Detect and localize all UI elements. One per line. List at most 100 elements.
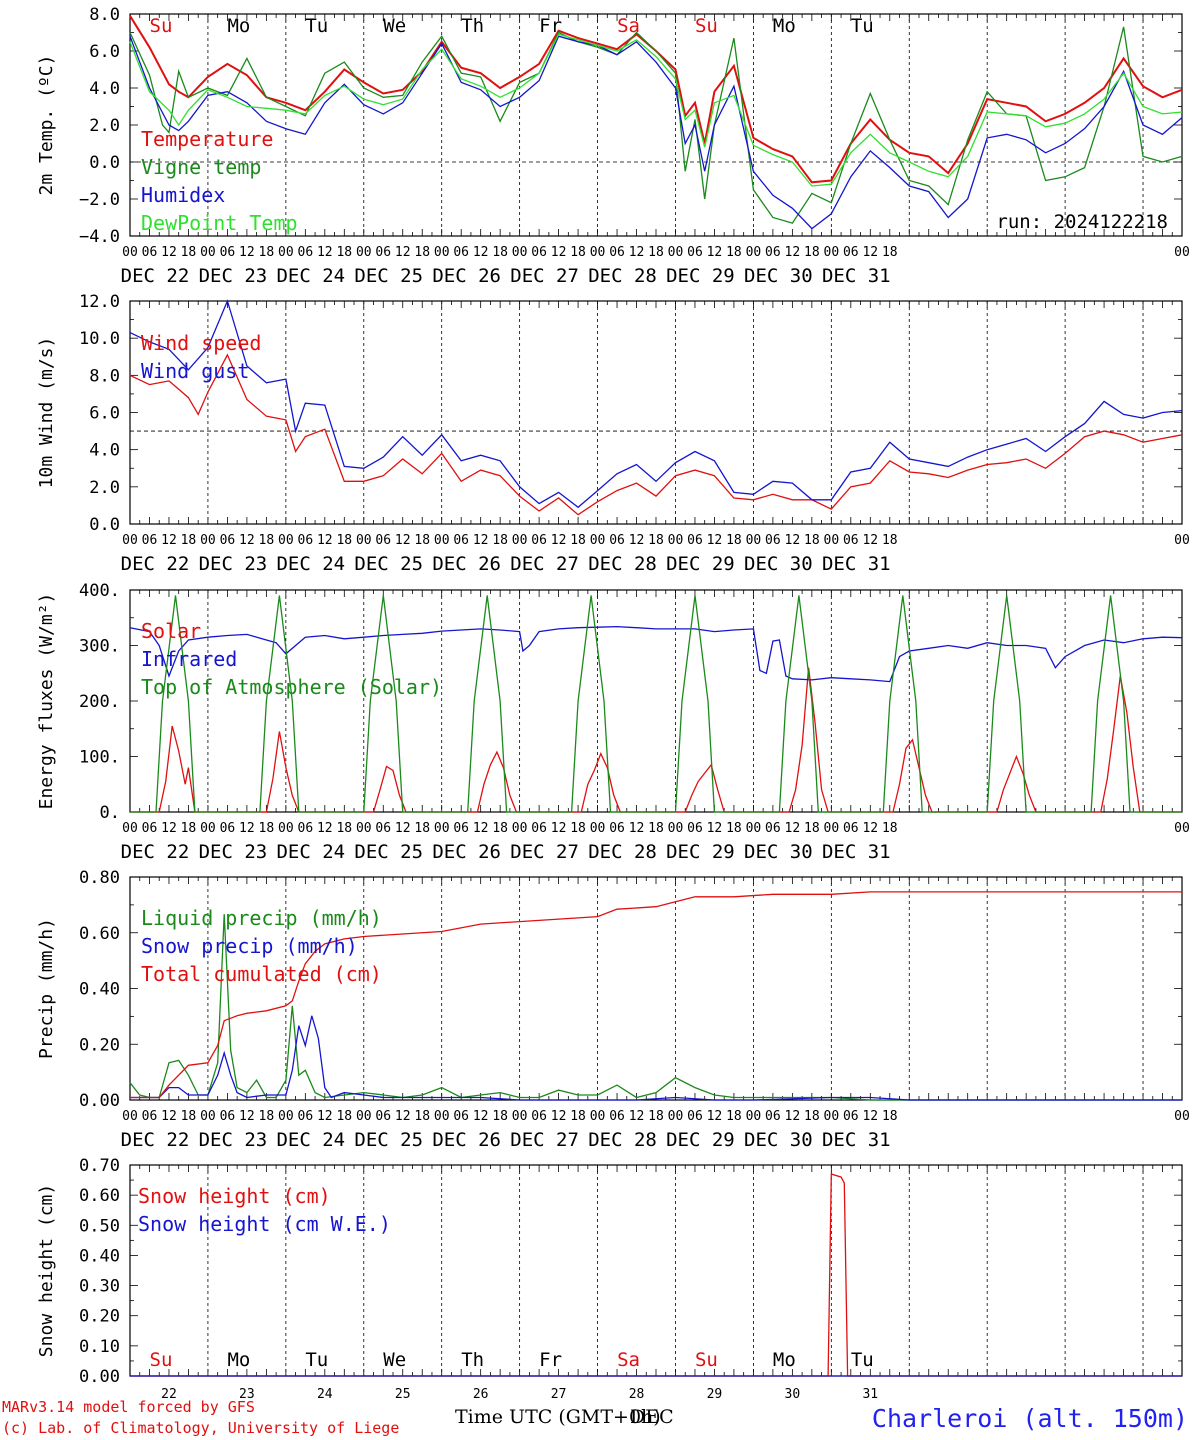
hour-tick-label: 06 <box>298 245 314 260</box>
hour-tick-label: 12 <box>707 533 723 548</box>
y-tick-label: 0.00 <box>79 1367 120 1387</box>
date-label: DEC 25 <box>354 1129 423 1151</box>
hour-tick-label: 06 <box>375 1109 391 1124</box>
hour-tick-label: 00 <box>824 821 840 836</box>
legend-entry: Liquid precip (mm/h) <box>141 906 382 930</box>
hour-tick-label: 00 <box>512 1109 528 1124</box>
date-label: DEC 27 <box>510 553 579 575</box>
hour-tick-label: 00 <box>590 245 606 260</box>
weekday-top: Th <box>461 15 484 37</box>
panel-frame <box>129 13 1183 237</box>
hour-tick-label: 18 <box>259 533 275 548</box>
hour-tick-label: 06 <box>298 821 314 836</box>
legend-entry: Snow precip (mm/h) <box>141 934 358 958</box>
date-label: DEC 31 <box>822 841 891 863</box>
y-tick-label: 8.0 <box>89 366 120 386</box>
weekday-top: Tu <box>305 15 328 37</box>
y-tick-label: 200. <box>79 692 120 712</box>
date-label: DEC 24 <box>276 1129 345 1151</box>
hour-tick-label: 06 <box>453 245 469 260</box>
hour-tick-label: 12 <box>551 1109 567 1124</box>
panel-frame <box>129 300 1183 525</box>
hour-tick-label: 00 <box>590 1109 606 1124</box>
hour-tick-label: 18 <box>259 821 275 836</box>
series-total-cumulated-cm- <box>130 891 1182 1099</box>
y-tick-label: 0.0 <box>89 515 120 535</box>
hour-tick-label: 06 <box>609 533 625 548</box>
panel-5: 0.70 0.60 0.50 0.40 0.30 0.20 0.10 0.00 Snow hei… <box>36 1156 1183 1387</box>
date-label: DEC 28 <box>588 1129 657 1151</box>
hour-tick-label: 18 <box>336 533 352 548</box>
weekday-bottom: Mo <box>773 1349 796 1371</box>
hour-tick-label: 00 <box>122 533 138 548</box>
weekday-bottom: Su <box>695 1349 718 1371</box>
y-tick-label: −2.0 <box>79 190 120 210</box>
hour-tick-label: 00 <box>278 821 294 836</box>
date-label: DEC 31 <box>822 553 891 575</box>
date-label: DEC 23 <box>199 553 268 575</box>
hour-tick-label: 00 <box>746 821 762 836</box>
hour-tick-label: 18 <box>726 1109 742 1124</box>
y-axis-label: 10m Wind (m/s) <box>36 337 57 489</box>
legend-entry: Total cumulated (cm) <box>141 962 382 986</box>
hour-tick-label: 00 <box>356 533 372 548</box>
weekday-top: We <box>383 15 406 37</box>
date-label: DEC 22 <box>121 265 190 287</box>
hour-tick-label: 12 <box>629 821 645 836</box>
panel-1: 8.06.04.02.00.0−2.0−4.02m Temp. (ºC)00 06… <box>36 5 1190 287</box>
hour-tick-label: 12 <box>629 1109 645 1124</box>
weekday-bottom: Su <box>150 1349 173 1371</box>
y-tick-label: 2.0 <box>89 116 120 136</box>
hour-tick-label: 12 <box>785 1109 801 1124</box>
y-tick-label: 0.40 <box>79 1246 120 1266</box>
date-label: DEC 25 <box>354 553 423 575</box>
hour-tick-label: 18 <box>414 821 430 836</box>
model-credit: MARv3.14 model forced by GFS <box>2 1398 255 1416</box>
hour-tick-label: 18 <box>804 245 820 260</box>
date-label: DEC 22 <box>121 553 190 575</box>
hour-tick-label: 06 <box>453 1109 469 1124</box>
hour-tick-label: 18 <box>804 821 820 836</box>
series-snow-precip-mm-h- <box>130 1015 1182 1101</box>
hour-tick-label: 00 <box>1174 821 1190 836</box>
hour-tick-label: 00 <box>434 821 450 836</box>
date-label: DEC 22 <box>121 841 190 863</box>
hour-tick-label: 18 <box>181 245 197 260</box>
weekday-top: Tu <box>851 15 874 37</box>
weekday-bottom: Th <box>461 1349 484 1371</box>
hour-tick-label: 18 <box>259 245 275 260</box>
day-number: 26 <box>473 1387 489 1402</box>
hour-tick-label: 00 <box>512 245 528 260</box>
hour-tick-label: 12 <box>317 1109 333 1124</box>
hour-tick-label: 18 <box>414 533 430 548</box>
day-number: 30 <box>785 1387 801 1402</box>
hour-tick-label: 12 <box>395 1109 411 1124</box>
hour-tick-label: 00 <box>668 821 684 836</box>
hour-tick-label: 00 <box>356 821 372 836</box>
hour-tick-label: 06 <box>609 821 625 836</box>
day-number: 29 <box>707 1387 723 1402</box>
hour-tick-label: 06 <box>687 533 703 548</box>
hour-tick-label: 12 <box>239 533 255 548</box>
hour-tick-label: 06 <box>843 245 859 260</box>
legend-entry: Snow height (cm W.E.) <box>138 1212 391 1236</box>
series-top-of-atmosphere-solar- <box>130 595 1182 813</box>
hour-tick-label: 12 <box>473 1109 489 1124</box>
hour-tick-label: 00 <box>1174 1109 1190 1124</box>
hour-tick-label: 00 <box>512 533 528 548</box>
hour-tick-label: 06 <box>687 1109 703 1124</box>
series-vigne-temp <box>129 26 1183 224</box>
hour-tick-label: 12 <box>395 821 411 836</box>
hour-tick-label: 06 <box>453 821 469 836</box>
hour-tick-label: 18 <box>336 245 352 260</box>
series-temperature <box>129 15 1183 184</box>
date-label: DEC 24 <box>276 265 345 287</box>
date-label: DEC 30 <box>744 553 813 575</box>
day-number: 23 <box>239 1387 255 1402</box>
date-label: DEC 31 <box>822 265 891 287</box>
hour-tick-label: 06 <box>375 821 391 836</box>
hour-tick-label: 06 <box>298 1109 314 1124</box>
date-label: DEC 23 <box>199 1129 268 1151</box>
date-label: DEC 25 <box>354 265 423 287</box>
lab-credit: (c) Lab. of Climatology, University of L… <box>2 1419 400 1437</box>
